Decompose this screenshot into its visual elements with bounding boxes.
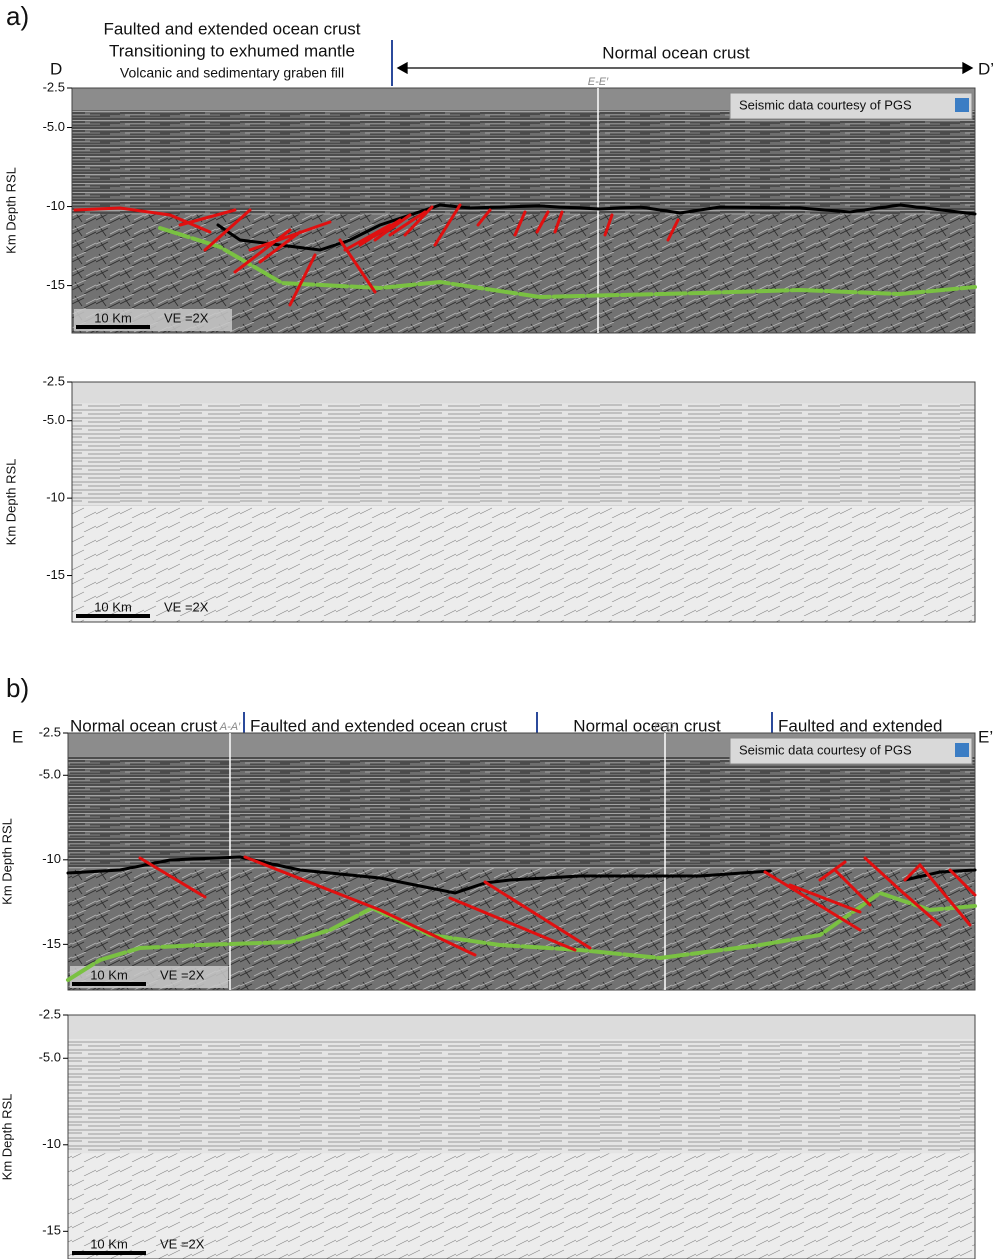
seismic-section: -2.5 -5.0 -10 -15 Km Depth RSL 10 Km VE =2X bbox=[0, 1006, 976, 1259]
basement-reflectors bbox=[72, 505, 975, 622]
profile-label: E-E′ bbox=[588, 76, 609, 88]
y-axis-label: Km Depth RSL bbox=[0, 818, 14, 905]
section-frame bbox=[67, 1014, 976, 1259]
seismic-section: -2.5 -5.0 -10 -15 Km Depth RSL 10 Km VE =2X bbox=[3, 373, 976, 623]
sediment-reflectors bbox=[68, 1039, 975, 1154]
y-tick-label: -15 bbox=[42, 1223, 61, 1238]
y-axis-label: Km Depth RSL bbox=[3, 459, 18, 546]
scale-bar-label: 10 Km bbox=[94, 310, 132, 325]
line-end: E’ bbox=[978, 727, 993, 746]
y-tick-label: -5.0 bbox=[43, 119, 65, 134]
y-tick-label: -5.0 bbox=[39, 1050, 61, 1065]
line-end: D’ bbox=[978, 59, 994, 78]
section-frame bbox=[71, 381, 976, 623]
section-frame bbox=[67, 732, 976, 991]
zone-label: Normal ocean crust bbox=[573, 716, 721, 735]
y-tick-label: -10 bbox=[46, 490, 65, 505]
scale-bar-label: 10 Km bbox=[94, 599, 132, 614]
zone-label: Normal ocean crust bbox=[602, 43, 750, 62]
interpretation bbox=[66, 855, 977, 982]
ve-label: VE =2X bbox=[164, 310, 209, 325]
panel-label: a) bbox=[6, 1, 29, 31]
y-tick-label: -5.0 bbox=[43, 412, 65, 427]
credit: Seismic data courtesy of PGS bbox=[739, 97, 912, 112]
water-column bbox=[72, 382, 975, 404]
credit-box bbox=[729, 737, 973, 765]
sediment-reflectors bbox=[68, 756, 975, 869]
line-end: E bbox=[12, 727, 23, 746]
pgs-logo bbox=[955, 743, 969, 757]
ve-label: VE =2X bbox=[160, 1236, 205, 1251]
y-tick-label: -15 bbox=[42, 936, 61, 951]
interpretation bbox=[73, 203, 977, 307]
zone-label: Volcanic and sedimentary graben fill bbox=[120, 65, 344, 81]
y-tick-label: -15 bbox=[46, 277, 65, 292]
section-frame bbox=[71, 87, 976, 334]
ve-label: VE =2X bbox=[164, 599, 209, 614]
y-tick-label: -10 bbox=[42, 1136, 61, 1151]
panel-label: b) bbox=[6, 673, 29, 703]
line-end: D bbox=[50, 59, 62, 78]
seismic-section: -2.5 -5.0 -10 -15 Km Depth RSL 10 Km VE =2X Sei… bbox=[0, 721, 976, 991]
sediment-reflectors bbox=[72, 403, 975, 506]
zone-arrow bbox=[396, 61, 974, 75]
y-tick-label: -10 bbox=[42, 851, 61, 866]
profile-label: D-D′ bbox=[654, 721, 677, 733]
scale-bar-label: 10 Km bbox=[90, 967, 128, 982]
zone-label: Faulted and extended ocean crust bbox=[103, 19, 360, 38]
y-tick-label: -2.5 bbox=[43, 79, 65, 94]
y-tick-label: -15 bbox=[46, 567, 65, 582]
y-tick-label: -5.0 bbox=[39, 767, 61, 782]
pgs-logo bbox=[955, 98, 969, 112]
scale-bar-label: 10 Km bbox=[90, 1236, 128, 1251]
y-tick-label: -2.5 bbox=[39, 1006, 61, 1021]
basement-reflectors bbox=[68, 1153, 975, 1259]
y-tick-label: -10 bbox=[46, 198, 65, 213]
credit: Seismic data courtesy of PGS bbox=[739, 742, 912, 757]
zone-label: Transitioning to exhumed mantle bbox=[109, 41, 355, 60]
credit-box bbox=[729, 92, 973, 120]
sediment-reflectors bbox=[72, 110, 975, 215]
water-column bbox=[68, 1015, 975, 1040]
y-tick-label: -2.5 bbox=[39, 724, 61, 739]
seismic-section: -2.5 -5.0 -10 -15 Km Depth RSL 10 Km VE =2X Sei… bbox=[3, 76, 976, 334]
ve-label: VE =2X bbox=[160, 967, 205, 982]
y-tick-label: -2.5 bbox=[43, 373, 65, 388]
y-axis-label: Km Depth RSL bbox=[0, 1094, 14, 1181]
profile-label: A-A′ bbox=[219, 721, 241, 733]
y-axis-label: Km Depth RSL bbox=[3, 167, 18, 254]
zone-label: Faulted and extended bbox=[778, 716, 942, 735]
zone-label: Faulted and extended ocean crust bbox=[250, 716, 507, 735]
zone-label: Normal ocean crust bbox=[70, 716, 218, 735]
